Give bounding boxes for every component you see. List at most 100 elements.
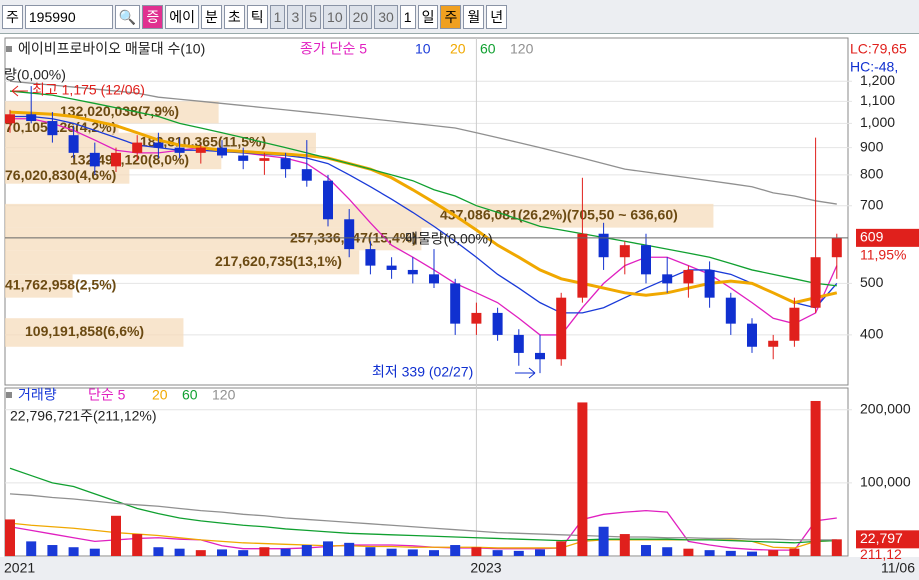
legend-marker [6, 46, 12, 52]
volume-bar [280, 548, 291, 556]
candle-body [471, 312, 482, 324]
y-tick-label: 900 [860, 138, 884, 154]
market-select[interactable]: 주 [2, 4, 23, 29]
period[interactable]: 10 [323, 4, 347, 29]
x-tick-label: 2023 [470, 560, 501, 576]
y-tick-label: 400 [860, 326, 884, 342]
ma-line [9, 493, 837, 541]
legend-entry: 10 [415, 41, 431, 57]
candle-body [407, 269, 418, 275]
candle-body [704, 269, 715, 298]
volume-bar [217, 549, 227, 556]
volume-bar [238, 550, 249, 556]
period[interactable]: 틱 [246, 4, 268, 29]
y-tick-label: 800 [860, 166, 884, 182]
legend-entry: 에이비프로바이오 매물대 수(10) [18, 41, 205, 57]
code-input[interactable]: 195990 [24, 4, 113, 29]
period[interactable]: 3 [287, 4, 304, 29]
period-count[interactable]: 1 [399, 4, 416, 29]
volume-profile-band [5, 250, 360, 275]
volume-bar [89, 548, 100, 556]
volume-profile-label: 217,620,735(13,1%) [215, 253, 342, 269]
legend-entry: 20 [152, 387, 168, 403]
volume-bar [641, 545, 651, 556]
price-tag [856, 228, 919, 247]
legend-entry: 60 [480, 41, 496, 57]
volume-profile-label: 41,762,958(2,5%) [5, 277, 116, 293]
period[interactable]: 월 [463, 4, 485, 29]
volume-bar [68, 547, 79, 556]
volume-bar [810, 400, 821, 556]
candle-body [47, 121, 58, 136]
volume-profile-band [5, 123, 119, 133]
volume-tag [856, 530, 919, 549]
candle-body [132, 142, 143, 153]
tab[interactable]: 증 [142, 4, 164, 29]
volume-bar [598, 526, 609, 556]
volume-bar [195, 550, 206, 556]
volume-pct-label: 211,12 [860, 546, 902, 562]
volume-bar [747, 551, 757, 556]
candle-body [429, 274, 439, 284]
candle-body [577, 233, 588, 298]
volume-bar [47, 545, 58, 556]
candle-body [344, 219, 355, 250]
y-tick-label: 100,000 [860, 474, 911, 490]
volume-bar [683, 548, 694, 556]
volume-bar [174, 548, 185, 556]
legend-marker [6, 392, 12, 398]
volume-bar [5, 519, 15, 556]
y-tick-label: 700 [860, 196, 884, 212]
legend-entry: 종가 단순 5 [300, 41, 367, 57]
candle-body [153, 142, 164, 148]
candle-body [619, 245, 630, 258]
low-annotation: 최저 339 (02/27) [372, 364, 473, 380]
candle-body [831, 237, 842, 258]
volume-profile-band [5, 318, 184, 347]
price-tag-label: 609 [860, 229, 884, 245]
volume-bar [365, 547, 376, 556]
ma-line [9, 467, 837, 544]
volume-bar [513, 550, 524, 556]
volume-bar [768, 550, 779, 556]
volume-bar [429, 550, 439, 556]
candle-body [89, 152, 100, 167]
period[interactable]: 30 [374, 4, 398, 29]
candle-body [535, 352, 545, 360]
x-axis-bar [0, 557, 919, 580]
period[interactable]: 분 [200, 4, 222, 29]
period[interactable]: 1 [269, 4, 286, 29]
volume-bar [577, 402, 588, 556]
high-annotation: 최고 1,175 (12/06) [32, 82, 145, 98]
candle-body [259, 158, 270, 161]
candle-body [323, 180, 333, 220]
search[interactable]: 🔍 [114, 4, 141, 29]
volume-profile-label: 182,810,365(11,5%) [140, 134, 266, 150]
candle-body [301, 169, 312, 181]
volume-bar [323, 541, 333, 556]
volume-bar [725, 550, 736, 556]
x-tick-label: 11/06 [881, 560, 915, 576]
period[interactable]: 일 [417, 4, 439, 29]
volume-bar [535, 549, 545, 556]
period[interactable]: 년 [486, 4, 508, 29]
period[interactable]: 20 [348, 4, 373, 29]
volume-profile-label: 132,490,120(8,0%) [70, 152, 189, 168]
period[interactable]: 초 [223, 4, 245, 29]
stock-name[interactable]: 에이 [165, 4, 199, 29]
volume-bar [132, 534, 143, 556]
legend-entry: 20 [450, 41, 466, 57]
volume-bar [259, 547, 270, 556]
volume-profile-band [5, 169, 130, 184]
low-arrow [515, 367, 536, 379]
y-tick-label: 200,000 [860, 400, 911, 416]
volume-profile-band [5, 274, 73, 298]
period[interactable]: 주 [440, 4, 462, 29]
legend-entry: 60 [182, 387, 198, 403]
period[interactable]: 5 [305, 4, 322, 29]
volume-bar [789, 548, 800, 556]
candle-body [111, 152, 121, 167]
hc-label: HC:-48, [850, 59, 898, 75]
ma-line [10, 115, 838, 314]
volume-tag-label: 22,797 [860, 530, 903, 546]
